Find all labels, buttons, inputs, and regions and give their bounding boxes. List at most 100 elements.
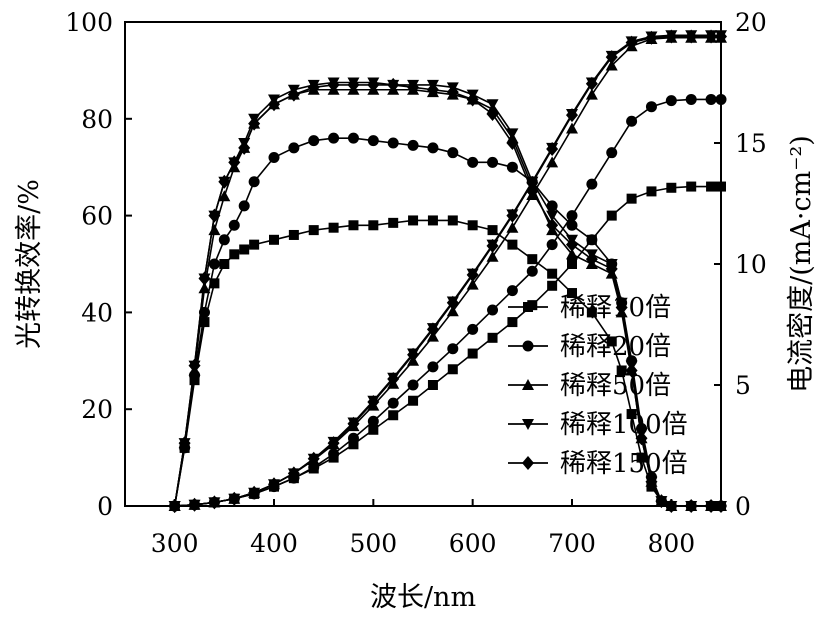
y-right-tick-label: 20 <box>735 8 767 37</box>
legend-label: 稀释100倍 <box>560 410 688 440</box>
jsc-point <box>188 497 201 512</box>
eqe-point <box>219 259 230 269</box>
jsc-point <box>506 208 519 223</box>
jsc-point <box>347 432 359 444</box>
legend-label: 稀释50倍 <box>560 371 671 401</box>
eqe-point <box>347 132 359 144</box>
eqe-point <box>586 307 597 318</box>
jsc-point <box>685 29 698 44</box>
jsc-point <box>686 181 697 192</box>
eqe-point <box>715 499 727 513</box>
legend-marker <box>522 379 534 390</box>
eqe-point <box>546 210 559 222</box>
jsc-point <box>446 305 459 317</box>
jsc-point <box>446 295 459 310</box>
jsc-point <box>605 59 618 71</box>
x-tick-label: 400 <box>250 529 298 558</box>
jsc-point <box>506 221 519 233</box>
eqe-point <box>705 499 718 513</box>
eqe-point <box>546 218 559 233</box>
jsc-point <box>466 278 479 290</box>
eqe-point <box>248 176 260 188</box>
jsc-point <box>208 495 221 510</box>
eqe-point <box>387 137 399 149</box>
x-tick-label: 800 <box>647 529 695 558</box>
eqe-point <box>188 358 201 373</box>
eqe-point <box>199 317 210 328</box>
jsc-point <box>705 29 718 44</box>
jsc-point <box>546 142 559 157</box>
eqe-point <box>507 239 518 250</box>
legend-marker <box>522 340 534 352</box>
eqe-point <box>566 219 578 231</box>
y-right-tick-label: 15 <box>735 129 767 158</box>
eqe-point <box>486 99 499 111</box>
eqe-point <box>426 82 439 97</box>
x-tick-label: 500 <box>349 529 397 558</box>
eqe-series-5 <box>168 77 727 513</box>
y-left-tick-label: 0 <box>97 492 113 521</box>
jsc-point <box>547 280 558 291</box>
jsc-point <box>645 101 657 113</box>
jsc-point <box>467 348 478 359</box>
jsc-point <box>327 436 340 451</box>
eqe-point <box>249 239 260 250</box>
jsc-point <box>645 30 658 45</box>
jsc-point <box>546 156 559 168</box>
jsc-point <box>567 259 577 269</box>
jsc-point <box>566 210 578 222</box>
eqe-point <box>506 128 519 140</box>
eqe-point <box>248 116 261 131</box>
x-tick-label: 300 <box>151 529 199 558</box>
eqe-point <box>427 142 439 154</box>
eqe-point <box>685 499 698 513</box>
jsc-point <box>487 332 498 343</box>
jsc-point <box>367 415 379 427</box>
eqe-point <box>268 152 280 164</box>
jsc-point <box>487 304 499 316</box>
jsc-point <box>486 250 499 262</box>
eqe-point <box>486 106 499 121</box>
eqe-point <box>446 85 459 100</box>
jsc-point <box>585 76 598 91</box>
eqe-point <box>447 147 459 159</box>
jsc-point <box>566 122 578 134</box>
legend-label: 稀释10倍 <box>560 293 671 323</box>
jsc-point <box>715 29 727 44</box>
eqe-point <box>567 288 577 299</box>
jsc-point <box>328 448 340 460</box>
jsc-point <box>486 238 499 253</box>
jsc-point <box>585 88 598 100</box>
x-tick-label: 600 <box>449 529 497 558</box>
legend-marker <box>522 419 534 430</box>
legend-marker <box>522 456 534 470</box>
y-right-axis-title: 电流密度/(mA·cm⁻²) <box>786 135 817 393</box>
eqe-point <box>367 77 380 92</box>
jsc-point <box>426 322 439 337</box>
jsc-point <box>625 35 638 50</box>
jsc-point <box>626 193 637 204</box>
jsc-point <box>287 466 300 481</box>
eqe-point <box>585 252 598 267</box>
jsc-point <box>268 477 280 492</box>
jsc-point <box>467 323 479 335</box>
y-right-tick-label: 5 <box>735 371 751 400</box>
eqe-point <box>308 135 320 147</box>
jsc-point <box>408 395 419 406</box>
eqe-point <box>467 156 479 168</box>
eqe-point <box>218 174 231 189</box>
eqe-point <box>228 219 240 231</box>
jsc-point <box>716 181 726 192</box>
y-left-tick-label: 40 <box>81 298 113 327</box>
jsc-point <box>228 491 241 506</box>
eqe-point <box>566 248 578 260</box>
eqe-point <box>616 365 627 376</box>
jsc-point <box>665 95 677 107</box>
eqe-point <box>238 140 251 155</box>
legend-marker <box>523 302 533 312</box>
jsc-point <box>606 147 618 159</box>
jsc-point <box>586 234 597 245</box>
eqe-point <box>239 244 250 255</box>
